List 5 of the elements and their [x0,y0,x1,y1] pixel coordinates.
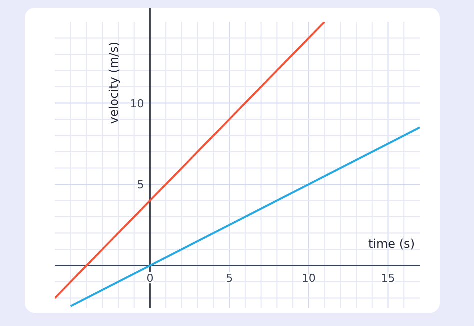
x-tick-label: 15 [381,272,396,285]
x-axis-title: time (s) [368,236,415,251]
x-tick-label: 5 [226,272,234,285]
x-tick-label: 10 [302,272,316,285]
y-axis-title: velocity (m/s) [107,42,122,124]
